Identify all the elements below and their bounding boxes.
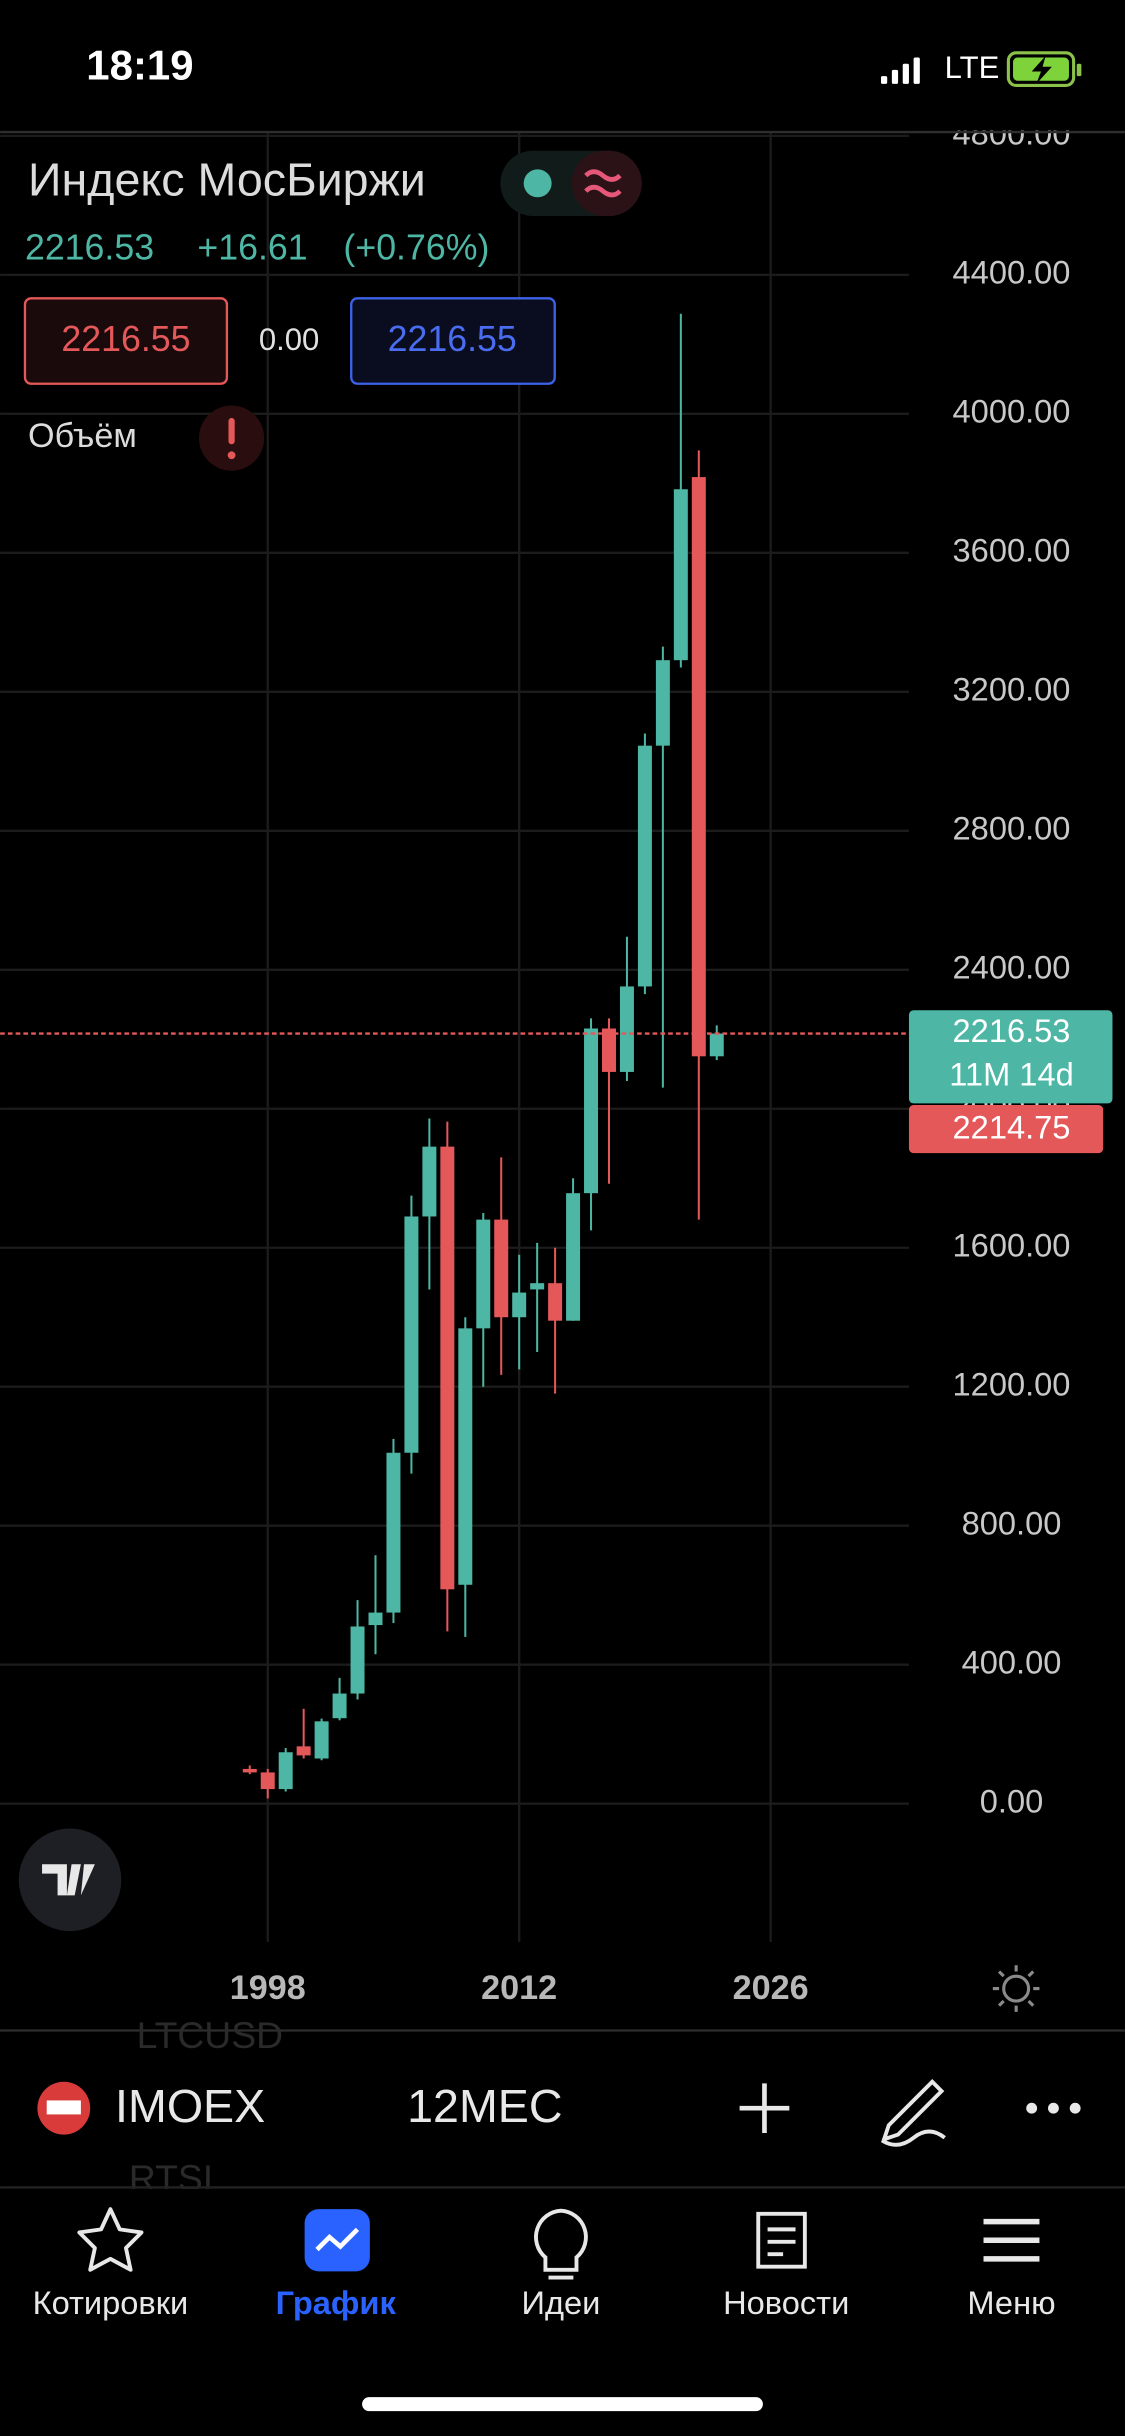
candle-body (530, 1283, 545, 1290)
y-tick-label: 3600.00 (953, 531, 1071, 568)
y-tick-label: 4400.00 (953, 253, 1071, 290)
more-icon[interactable] (1026, 2102, 1081, 2114)
candle-body (242, 1768, 257, 1773)
volume-label: Объём (28, 417, 137, 455)
candle-body (458, 1328, 473, 1585)
candle-body (655, 660, 670, 746)
candle-body (619, 986, 634, 1072)
buy-price: 2216.55 (388, 319, 517, 359)
candle-body (332, 1693, 347, 1719)
candle-body (476, 1219, 491, 1329)
battery-cap (1076, 63, 1082, 77)
flag-stripe (46, 2100, 81, 2115)
status-bg (0, 0, 1125, 131)
chart-overlay: Индекс МосБиржи 2216.53 +16.61 (+0.76%) … (18, 150, 1040, 2012)
tab-bar: Котировки График Идеи Новости Меню (0, 2188, 1125, 2436)
candle-body (566, 1193, 581, 1321)
last-price-label: 2216.53 (953, 1012, 1071, 1049)
candle-body (548, 1283, 563, 1321)
signal-icon (880, 57, 920, 84)
candle-body (637, 745, 652, 987)
charging-icon (1031, 55, 1052, 84)
ideas-icon (534, 2208, 588, 2280)
alert-dot (227, 451, 236, 460)
tab-label[interactable]: Котировки (33, 2284, 189, 2321)
candle-body (278, 1752, 293, 1790)
settings-icon[interactable] (992, 1965, 1040, 2012)
add-icon[interactable] (739, 2083, 790, 2134)
change-percent: (+0.76%) (343, 228, 489, 268)
x-tick-label: 2026 (733, 1969, 809, 2007)
tab-label[interactable]: Меню (967, 2284, 1055, 2321)
candle-body (386, 1452, 401, 1613)
tab-label[interactable]: Новости (723, 2284, 849, 2321)
battery (1006, 51, 1076, 87)
last-price-label-bg (908, 1010, 1113, 1104)
candle-body (691, 477, 706, 1057)
change: +16.61 (197, 228, 307, 268)
draw-icon[interactable] (881, 2079, 946, 2147)
status-dot (523, 169, 552, 198)
y-tick-label: 400.00 (962, 1643, 1062, 1680)
candle-body (494, 1219, 509, 1318)
tab-bar-bg (0, 2188, 1125, 2436)
candle-body (584, 1028, 599, 1194)
candle-body (440, 1146, 455, 1590)
buy-button[interactable] (350, 297, 556, 385)
candle-body (296, 1746, 311, 1756)
y-tick-label: 2800.00 (953, 809, 1071, 846)
quotes-icon (77, 2207, 144, 2272)
toggle-half (571, 150, 642, 216)
symbol[interactable]: IMOEX (115, 2080, 265, 2132)
tab-label[interactable]: График (276, 2284, 397, 2321)
clock: 18:19 (86, 41, 193, 88)
news-icon (756, 2211, 807, 2269)
last-price: 2216.53 (25, 228, 154, 268)
list-item-above: LTCUSD (137, 2014, 283, 2056)
toolbar-bg (0, 2030, 1125, 2188)
interval[interactable]: 12МЕС (407, 2080, 562, 2132)
y-tick-label: 1600.00 (953, 1226, 1071, 1263)
toolbar: LTCUSD RTSI IMOEX 12МЕС (0, 2014, 1125, 2199)
y-tick-label: 2400.00 (953, 948, 1071, 985)
candle-body (314, 1721, 329, 1759)
candle-body (602, 1028, 616, 1072)
chart-icon (315, 2227, 360, 2252)
symbol-title: Индекс МосБиржи (28, 154, 426, 206)
candle-body (422, 1146, 437, 1217)
candle-body (368, 1612, 383, 1626)
price-marker: 2214.75 (953, 1108, 1071, 1145)
candle-body (512, 1292, 527, 1318)
chart-icon-bg (304, 2209, 370, 2272)
candle-body (404, 1216, 419, 1453)
y-tick-label: 0.00 (980, 1782, 1043, 1819)
alert-mark (228, 417, 235, 445)
status-bar: 18:19 LTE (0, 0, 1125, 134)
candle-body (350, 1626, 365, 1694)
sell-price: 2216.55 (61, 319, 190, 359)
y-tick-label: 4000.00 (953, 392, 1071, 429)
y-tick-label: 3200.00 (953, 670, 1071, 707)
x-tick-label: 2012 (481, 1969, 557, 2007)
countdown: 11M 14d (949, 1056, 1073, 1093)
y-tick-label: 1200.00 (953, 1365, 1071, 1402)
menu-icon (983, 2218, 1040, 2262)
candle-body (260, 1772, 275, 1790)
candle-body (709, 1033, 724, 1057)
chart-area[interactable]: 1998 2012 2026 0.00 400.00 800.00 1200.00 1600.… (0, 114, 1113, 2007)
y-tick-label: 800.00 (962, 1504, 1062, 1541)
tab-label[interactable]: Идеи (522, 2284, 601, 2321)
sell-button[interactable] (23, 297, 229, 385)
home-indicator (362, 2397, 763, 2412)
price-marker-bg (908, 1104, 1104, 1154)
spread: 0.00 (259, 322, 319, 357)
x-tick-label: 1998 (230, 1969, 306, 2007)
candle-body (673, 489, 688, 661)
wave-icon (584, 169, 622, 198)
network: LTE (945, 50, 1000, 85)
